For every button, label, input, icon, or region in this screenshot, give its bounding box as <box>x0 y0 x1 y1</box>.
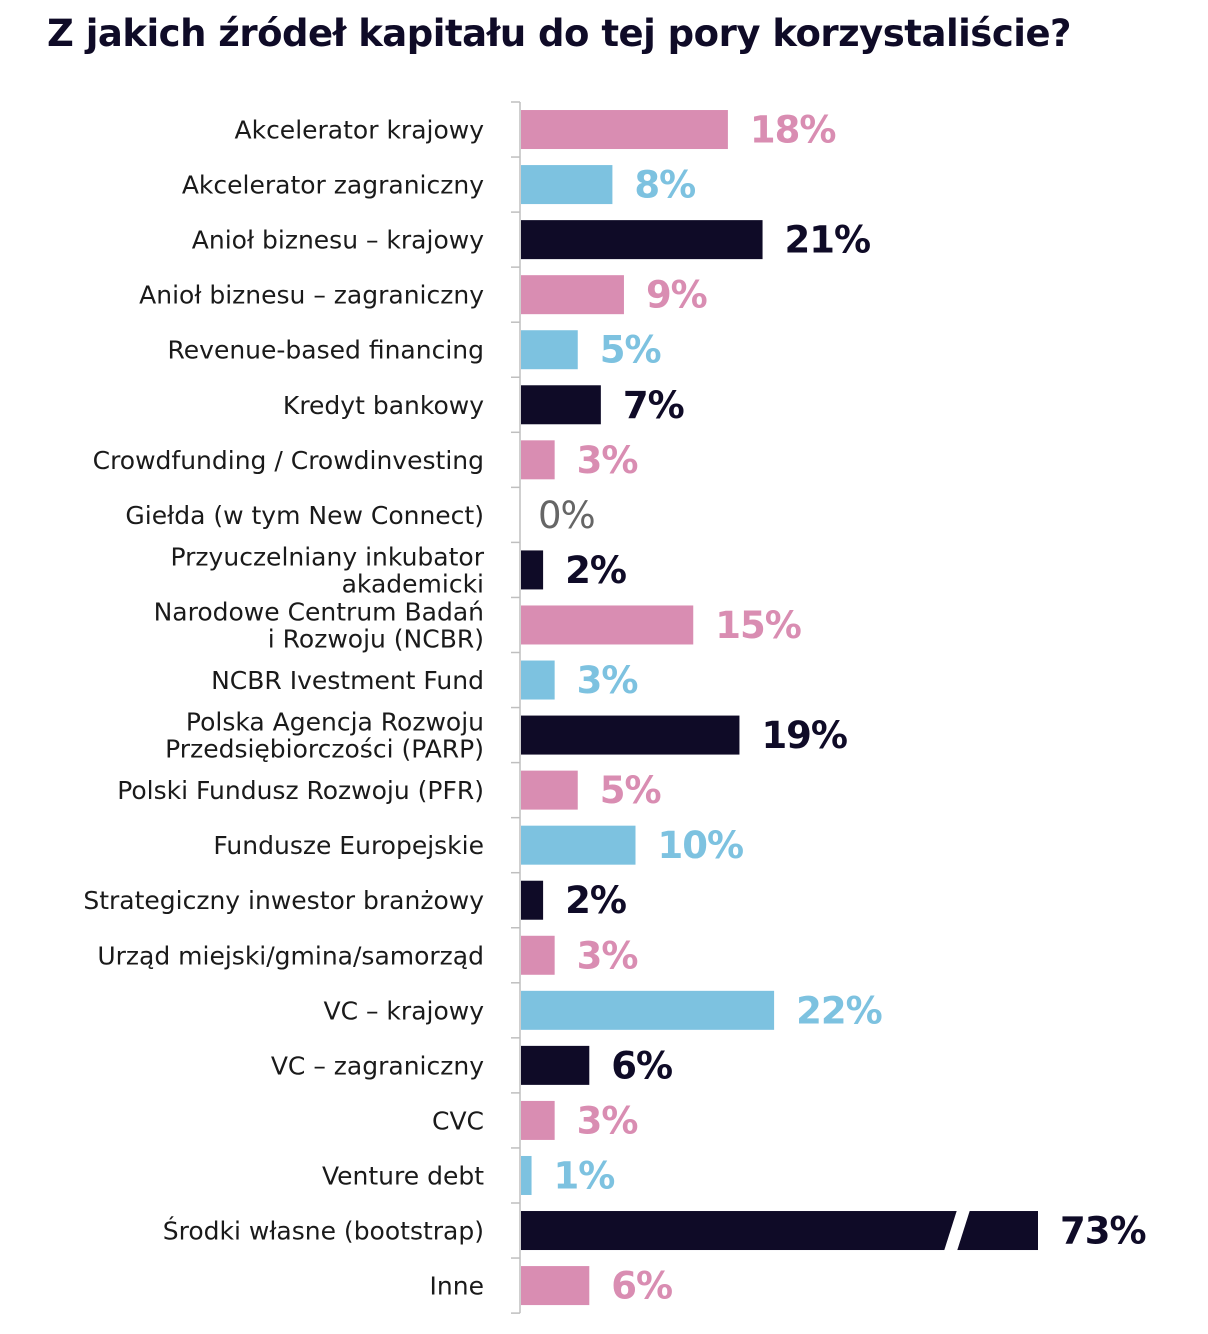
value-label-gielda-w-tym-new-connect: 0% <box>538 494 595 537</box>
value-label-aniol-biznesu-zagraniczny: 9% <box>646 274 707 317</box>
bar-polski-fundusz-rozwoju-pfr <box>521 770 578 810</box>
category-label-urzad-miejski-gmina-samorzad: Urząd miejski/gmina/samorząd <box>97 941 484 970</box>
value-label-revenue-based-financing: 5% <box>600 329 661 372</box>
value-label-kredyt-bankowy: 7% <box>623 384 684 427</box>
category-label-revenue-based-financing: Revenue-based financing <box>168 336 484 365</box>
bar-crowdfunding-crowdinvesting <box>521 440 555 480</box>
bar-cvc <box>521 1100 555 1140</box>
category-label-inne: Inne <box>430 1272 484 1301</box>
value-label-akcelerator-zagraniczny: 8% <box>634 164 695 207</box>
axis-layer <box>511 101 521 1314</box>
category-label-przyuczelniany-inkubator-akademicki-line-1: Przyuczelniany inkubator <box>171 542 485 571</box>
labels-layer: 18% Akcelerator krajowy 8% Akcelerator zagr… <box>83 109 1146 1308</box>
value-label-polska-agencja-rozwoju-przedsiebiorczosci-parp: 19% <box>761 714 847 757</box>
category-label-akcelerator-krajowy: Akcelerator krajowy <box>234 116 484 145</box>
bar-urzad-miejski-gmina-samorzad <box>521 935 555 975</box>
value-label-crowdfunding-crowdinvesting: 3% <box>577 439 638 482</box>
category-label-strategiczny-inwestor-branzowy: Strategiczny inwestor branżowy <box>83 886 484 915</box>
value-label-ncbr-ivestment-fund: 3% <box>577 659 638 702</box>
bar-vc-krajowy <box>521 990 775 1030</box>
value-label-inne: 6% <box>611 1265 672 1308</box>
bar-aniol-biznesu-krajowy <box>521 220 763 260</box>
category-label-fundusze-europejskie: Fundusze Europejskie <box>213 831 484 860</box>
bar-vc-zagraniczny <box>521 1045 590 1085</box>
bar-przyuczelniany-inkubator-akademicki <box>521 550 544 590</box>
value-label-strategiczny-inwestor-branzowy: 2% <box>565 879 626 922</box>
value-label-urzad-miejski-gmina-samorzad: 3% <box>577 934 638 977</box>
value-label-srodki-wlasne-bootstrap: 73% <box>1060 1210 1146 1253</box>
value-label-fundusze-europejskie: 10% <box>658 824 744 867</box>
value-label-polski-fundusz-rozwoju-pfr: 5% <box>600 769 661 812</box>
value-label-narodowe-centrum-badan-i-rozwoju-ncbr: 15% <box>715 604 801 647</box>
bar-aniol-biznesu-zagraniczny <box>521 275 624 315</box>
value-label-venture-debt: 1% <box>554 1154 615 1197</box>
category-label-srodki-wlasne-bootstrap: Środki własne (bootstrap) <box>163 1216 484 1246</box>
value-label-akcelerator-krajowy: 18% <box>750 109 836 152</box>
category-label-cvc: CVC <box>432 1106 484 1135</box>
value-label-przyuczelniany-inkubator-akademicki: 2% <box>565 549 626 592</box>
bar-polska-agencja-rozwoju-przedsiebiorczosci-parp <box>521 715 740 755</box>
category-label-polska-agencja-rozwoju-przedsiebiorczosci-parp-line-2: Przedsiębiorczości (PARP) <box>165 735 484 764</box>
category-label-narodowe-centrum-badan-i-rozwoju-ncbr-line-1: Narodowe Centrum Badań <box>154 597 484 626</box>
category-label-ncbr-ivestment-fund: NCBR Ivestment Fund <box>211 666 484 695</box>
category-label-venture-debt: Venture debt <box>322 1161 484 1190</box>
bar-ncbr-ivestment-fund <box>521 660 555 700</box>
category-label-polska-agencja-rozwoju-przedsiebiorczosci-parp-line-1: Polska Agencja Rozwoju <box>186 708 484 737</box>
bars-layer <box>521 110 1038 1306</box>
category-label-narodowe-centrum-badan-i-rozwoju-ncbr-line-2: i Rozwoju (NCBR) <box>268 624 484 653</box>
value-label-cvc: 3% <box>577 1099 638 1142</box>
bar-kredyt-bankowy <box>521 385 601 425</box>
category-label-vc-zagraniczny: VC – zagraniczny <box>271 1051 484 1080</box>
bar-narodowe-centrum-badan-i-rozwoju-ncbr <box>521 605 694 645</box>
category-label-kredyt-bankowy: Kredyt bankowy <box>283 391 484 420</box>
bar-akcelerator-zagraniczny <box>521 165 613 205</box>
bar-fundusze-europejskie <box>521 825 636 865</box>
category-label-aniol-biznesu-zagraniczny: Anioł biznesu – zagraniczny <box>139 281 484 310</box>
bar-strategiczny-inwestor-branzowy <box>521 880 544 920</box>
category-label-aniol-biznesu-krajowy: Anioł biznesu – krajowy <box>192 226 484 255</box>
category-label-polski-fundusz-rozwoju-pfr: Polski Fundusz Rozwoju (PFR) <box>117 776 484 805</box>
bar-revenue-based-financing <box>521 330 578 370</box>
value-label-aniol-biznesu-krajowy: 21% <box>785 219 871 262</box>
value-label-vc-zagraniczny: 6% <box>611 1044 672 1087</box>
value-label-vc-krajowy: 22% <box>796 989 882 1032</box>
category-label-gielda-w-tym-new-connect: Giełda (w tym New Connect) <box>125 501 484 530</box>
bar-akcelerator-krajowy <box>521 110 728 150</box>
category-label-przyuczelniany-inkubator-akademicki-line-2: akademicki <box>342 569 484 598</box>
category-label-vc-krajowy: VC – krajowy <box>323 996 484 1025</box>
bar-inne <box>521 1266 590 1306</box>
axis-break-mark <box>944 1210 970 1252</box>
category-label-crowdfunding-crowdinvesting: Crowdfunding / Crowdinvesting <box>93 446 484 475</box>
chart-title: Z jakich źródeł kapitału do tej pory kor… <box>47 12 1072 55</box>
bar-venture-debt <box>521 1155 532 1195</box>
category-label-akcelerator-zagraniczny: Akcelerator zagraniczny <box>182 171 484 200</box>
